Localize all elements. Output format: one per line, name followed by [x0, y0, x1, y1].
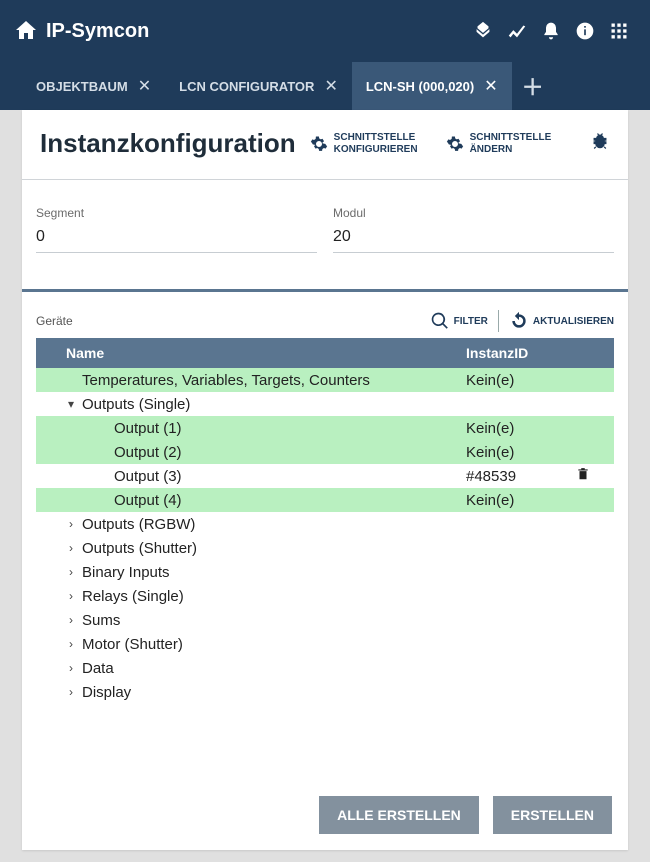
refresh-icon	[509, 311, 529, 331]
close-icon[interactable]: ✕	[484, 76, 497, 96]
row-name: Sums	[82, 612, 120, 629]
expand-icon[interactable]: ›	[64, 541, 78, 555]
refresh-label: AKTUALISIEREN	[533, 316, 614, 327]
filter-label: FILTER	[454, 316, 488, 327]
row-name: Output (1)	[114, 420, 182, 437]
store-icon[interactable]	[466, 14, 500, 48]
row-name: Outputs (Single)	[82, 396, 190, 413]
expand-icon[interactable]: ▾	[64, 397, 78, 411]
app-logo: IP-Symcon	[14, 19, 149, 43]
tab-label: LCN CONFIGURATOR	[179, 79, 314, 94]
row-name: Binary Inputs	[82, 564, 170, 581]
action-line2: KONFIGURIEREN	[334, 144, 418, 156]
row-instance: Kein(e)	[466, 420, 514, 437]
row-name: Data	[82, 660, 114, 677]
table-label: Geräte	[36, 314, 73, 328]
table-row[interactable]: › Binary Inputs	[36, 560, 614, 584]
fields: Segment Modul	[22, 180, 628, 267]
col-instance: InstanzID	[466, 345, 614, 361]
footer: ALLE ERSTELLEN ERSTELLEN	[319, 796, 612, 834]
row-name: Output (2)	[114, 444, 182, 461]
info-icon[interactable]	[568, 14, 602, 48]
table-row[interactable]: Output (1) Kein(e)	[36, 416, 614, 440]
action-line1: SCHNITTSTELLE	[334, 132, 418, 144]
trash-icon[interactable]	[576, 467, 590, 485]
action-line1: SCHNITTSTELLE	[470, 132, 552, 144]
chart-icon[interactable]	[500, 14, 534, 48]
tab-label: LCN-SH (000,020)	[366, 79, 474, 94]
separator	[498, 310, 499, 332]
row-instance: Kein(e)	[466, 444, 514, 461]
expand-icon[interactable]: ›	[64, 517, 78, 531]
table-row[interactable]: › Sums	[36, 608, 614, 632]
close-icon[interactable]: ✕	[324, 76, 337, 96]
bell-icon[interactable]	[534, 14, 568, 48]
row-name: Motor (Shutter)	[82, 636, 183, 653]
row-name: Output (3)	[114, 468, 182, 485]
create-button[interactable]: ERSTELLEN	[493, 796, 612, 834]
expand-icon[interactable]: ›	[64, 661, 78, 675]
page: Instanzkonfiguration SCHNITTSTELLE KONFI…	[22, 110, 628, 850]
home-icon	[14, 19, 38, 43]
table-row[interactable]: › Data	[36, 656, 614, 680]
expand-icon[interactable]: ›	[64, 685, 78, 699]
row-name: Display	[82, 684, 131, 701]
segment-input[interactable]	[36, 225, 317, 253]
expand-icon[interactable]: ›	[64, 613, 78, 627]
expand-icon[interactable]: ›	[64, 565, 78, 579]
tab-label: OBJEKTBAUM	[36, 79, 128, 94]
tab-add-button[interactable]: ＋	[512, 62, 554, 110]
table-row[interactable]: Output (3) #48539	[36, 464, 614, 488]
row-name: Outputs (Shutter)	[82, 540, 197, 557]
table-row[interactable]: Temperatures, Variables, Targets, Counte…	[36, 368, 614, 392]
gear-icon	[446, 135, 464, 153]
app-title: IP-Symcon	[46, 20, 149, 43]
debug-icon[interactable]	[590, 131, 610, 156]
action-line2: ÄNDERN	[470, 144, 552, 156]
tab-lcn-configurator[interactable]: LCN CONFIGURATOR ✕	[165, 62, 352, 110]
gear-icon	[310, 135, 328, 153]
topbar: IP-Symcon	[0, 0, 650, 62]
tab-objektbaum[interactable]: OBJEKTBAUM ✕	[22, 62, 165, 110]
table-row[interactable]: › Display	[36, 680, 614, 704]
row-name: Output (4)	[114, 492, 182, 509]
table-toolbar: Geräte FILTER AKTUALISIEREN	[36, 310, 614, 332]
table-row[interactable]: Output (2) Kein(e)	[36, 440, 614, 464]
close-icon[interactable]: ✕	[138, 76, 151, 96]
page-title: Instanzkonfiguration	[40, 128, 296, 159]
row-name: Relays (Single)	[82, 588, 184, 605]
table-row[interactable]: › Outputs (Shutter)	[36, 536, 614, 560]
refresh-button[interactable]: AKTUALISIEREN	[509, 311, 614, 331]
row-name: Outputs (RGBW)	[82, 516, 195, 533]
grid-header: Name InstanzID	[36, 338, 614, 368]
segment-field: Segment	[36, 206, 317, 253]
table-row[interactable]: › Motor (Shutter)	[36, 632, 614, 656]
apps-icon[interactable]	[602, 14, 636, 48]
search-icon	[430, 311, 450, 331]
modul-field: Modul	[333, 206, 614, 253]
row-instance: #48539	[466, 468, 516, 485]
tab-lcn-sh[interactable]: LCN-SH (000,020) ✕	[352, 62, 512, 110]
create-all-button[interactable]: ALLE ERSTELLEN	[319, 796, 479, 834]
interface-configure-button[interactable]: SCHNITTSTELLE KONFIGURIEREN	[310, 132, 418, 156]
modul-label: Modul	[333, 206, 614, 220]
filter-button[interactable]: FILTER	[430, 311, 488, 331]
table-area: Geräte FILTER AKTUALISIEREN Name Instanz…	[22, 292, 628, 704]
page-header: Instanzkonfiguration SCHNITTSTELLE KONFI…	[22, 110, 628, 179]
col-name: Name	[36, 345, 466, 361]
row-name: Temperatures, Variables, Targets, Counte…	[82, 372, 370, 389]
table-row[interactable]: Output (4) Kein(e)	[36, 488, 614, 512]
modul-input[interactable]	[333, 225, 614, 253]
interface-change-button[interactable]: SCHNITTSTELLE ÄNDERN	[446, 132, 552, 156]
row-instance: Kein(e)	[466, 372, 514, 389]
table-row[interactable]: › Relays (Single)	[36, 584, 614, 608]
row-instance: Kein(e)	[466, 492, 514, 509]
expand-icon[interactable]: ›	[64, 589, 78, 603]
table-row[interactable]: › Outputs (RGBW)	[36, 512, 614, 536]
segment-label: Segment	[36, 206, 317, 220]
expand-icon[interactable]: ›	[64, 637, 78, 651]
table-row[interactable]: ▾ Outputs (Single)	[36, 392, 614, 416]
tabbar: OBJEKTBAUM ✕ LCN CONFIGURATOR ✕ LCN-SH (…	[0, 62, 650, 110]
grid-body: Temperatures, Variables, Targets, Counte…	[36, 368, 614, 704]
